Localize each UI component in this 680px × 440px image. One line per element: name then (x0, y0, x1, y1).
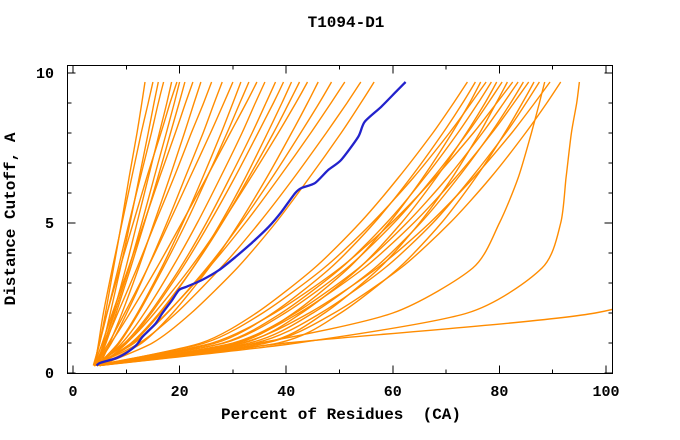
tick-label: 60 (384, 384, 402, 401)
orange-model-curve (99, 81, 546, 367)
orange-model-curve (96, 81, 468, 367)
x-axis-label: Percent of Residues (CA) (221, 406, 461, 424)
orange-model-curve (93, 81, 277, 367)
tick-label: 10 (36, 66, 54, 83)
orange-model-curve (94, 81, 540, 367)
orange-model-curve (94, 81, 154, 366)
orange-model-curve (93, 81, 293, 367)
axis-ticks-layer (67, 65, 613, 374)
orange-model-curve (95, 81, 223, 366)
orange-model-curve (99, 81, 250, 366)
orange-model-curve (96, 81, 530, 367)
tick-label: 20 (171, 384, 189, 401)
orange-model-curve (96, 81, 509, 367)
orange-model-curve (94, 308, 613, 367)
tick-label: 0 (68, 384, 77, 401)
orange-model-curve (93, 81, 194, 366)
orange-model-curve (96, 81, 242, 366)
orange-model-curve (94, 81, 487, 367)
tick-label: 0 (45, 366, 54, 383)
orange-model-curve (96, 81, 266, 367)
orange-model-curve (93, 81, 234, 366)
tick-label: 80 (490, 384, 508, 401)
orange-model-curve (96, 81, 551, 367)
orange-model-curve (94, 81, 524, 367)
orange-model-curve (94, 81, 514, 367)
tick-labels-layer: 0 20 40 60 80 100 0 5 10 (36, 66, 620, 401)
orange-model-curve (93, 81, 362, 367)
orange-model-curve (93, 81, 213, 366)
orange-model-curve (93, 81, 309, 367)
orange-model-curve (99, 81, 498, 367)
orange-model-curve (94, 81, 503, 367)
blue-highlight-curve (95, 81, 407, 367)
y-axis-label: Distance Cutoff, A (2, 132, 20, 305)
tick-label: 5 (45, 216, 54, 233)
orange-model-curve (99, 81, 375, 367)
orange-model-curve (94, 81, 476, 367)
orange-model-curve (93, 81, 258, 366)
orange-model-curve (99, 81, 581, 367)
tick-label: 40 (277, 384, 295, 401)
orange-model-curve (99, 81, 562, 367)
orange-model-curve (93, 81, 178, 366)
orange-model-curve (96, 81, 159, 366)
orange-model-curve (94, 81, 181, 366)
chart-title: T1094-D1 (308, 14, 385, 32)
tick-label: 100 (592, 384, 619, 401)
curves-layer (92, 81, 613, 367)
